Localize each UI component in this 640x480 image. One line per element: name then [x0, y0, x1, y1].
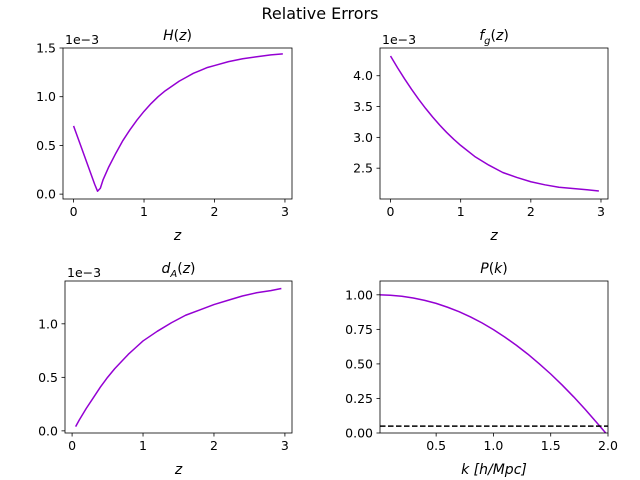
fg-z-series-line [389, 55, 599, 192]
h-z-xtick-label: 3 [281, 204, 289, 219]
pk-ytick-label: 0.00 [345, 426, 373, 441]
da-z-axes-frame [64, 280, 293, 434]
pk-ytick-label: 0.75 [345, 322, 373, 337]
h-z-xtick-label: 1 [140, 204, 148, 219]
fg-z-ytick-label: 3.0 [353, 130, 373, 145]
panel-da-z: 0 1 2 3 0.0 0.5 1.0 1e−3 dA(z) z [38, 261, 293, 478]
da-z-title: dA(z) [161, 261, 195, 280]
da-z-xtick-label: 2 [210, 438, 218, 453]
pk-xtick-label: 1.0 [483, 438, 503, 453]
pk-title: P(k) [480, 261, 508, 277]
fg-z-xtick-label: 0 [387, 204, 395, 219]
pk-xtick-label: 1.5 [541, 438, 561, 453]
fg-z-axes-frame [379, 47, 609, 200]
panel-pk: 0.5 1.0 1.5 2.0 0.00 0.25 0.50 0.75 1.00 P(k) k [h… [345, 261, 618, 478]
h-z-ytick-label: 0.5 [36, 138, 56, 153]
h-z-title: H(z) [163, 28, 192, 44]
pk-xtick-label: 0.5 [426, 438, 446, 453]
fg-z-ytick-label: 2.5 [353, 161, 373, 176]
fg-z-offset-label: 1e−3 [382, 32, 416, 47]
da-z-xlabel: z [174, 462, 183, 478]
fg-z-xtick-label: 1 [457, 204, 465, 219]
panel-fg-z: 0 1 2 3 2.5 3.0 3.5 4.0 1e−3 fg(z) z [353, 28, 609, 244]
pk-series-line [380, 294, 607, 433]
fg-z-xtick-label: 2 [527, 204, 535, 219]
pk-ytick-label: 1.00 [345, 287, 373, 302]
h-z-xlabel: z [173, 228, 182, 244]
figure-suptitle: Relative Errors [262, 4, 379, 23]
da-z-offset-label: 1e−3 [67, 265, 101, 280]
pk-xlabel: k [h/Mpc] [461, 462, 527, 478]
da-z-ytick-label: 0.0 [38, 423, 58, 438]
da-z-xtick-label: 3 [281, 438, 289, 453]
h-z-ytick-label: 0.0 [36, 187, 56, 202]
da-z-ytick-label: 0.5 [38, 370, 58, 385]
fg-z-xlabel: z [489, 228, 498, 244]
h-z-offset-label: 1e−3 [65, 32, 99, 47]
fg-z-xtick-label: 3 [597, 204, 605, 219]
fg-z-ytick-label: 3.5 [353, 99, 373, 114]
h-z-ytick-label: 1.5 [36, 41, 56, 56]
da-z-xtick-label: 0 [68, 438, 76, 453]
h-z-series-line [72, 53, 283, 192]
pk-axes-frame [379, 280, 609, 434]
h-z-axes-frame [62, 47, 293, 200]
pk-ytick-label: 0.50 [345, 356, 373, 371]
da-z-series-line [74, 287, 282, 427]
h-z-xtick-label: 0 [70, 204, 78, 219]
da-z-ytick-label: 1.0 [38, 316, 58, 331]
da-z-xtick-label: 1 [139, 438, 147, 453]
fg-z-title: fg(z) [479, 28, 509, 47]
fg-z-ytick-label: 4.0 [353, 68, 373, 83]
pk-xtick-label: 2.0 [598, 438, 618, 453]
h-z-ytick-label: 1.0 [36, 89, 56, 104]
pk-ytick-label: 0.25 [345, 391, 373, 406]
panel-h-z: 0 1 2 3 0.0 0.5 1.0 1.5 1e−3 H(z) z [36, 28, 293, 244]
h-z-xtick-label: 2 [211, 204, 219, 219]
